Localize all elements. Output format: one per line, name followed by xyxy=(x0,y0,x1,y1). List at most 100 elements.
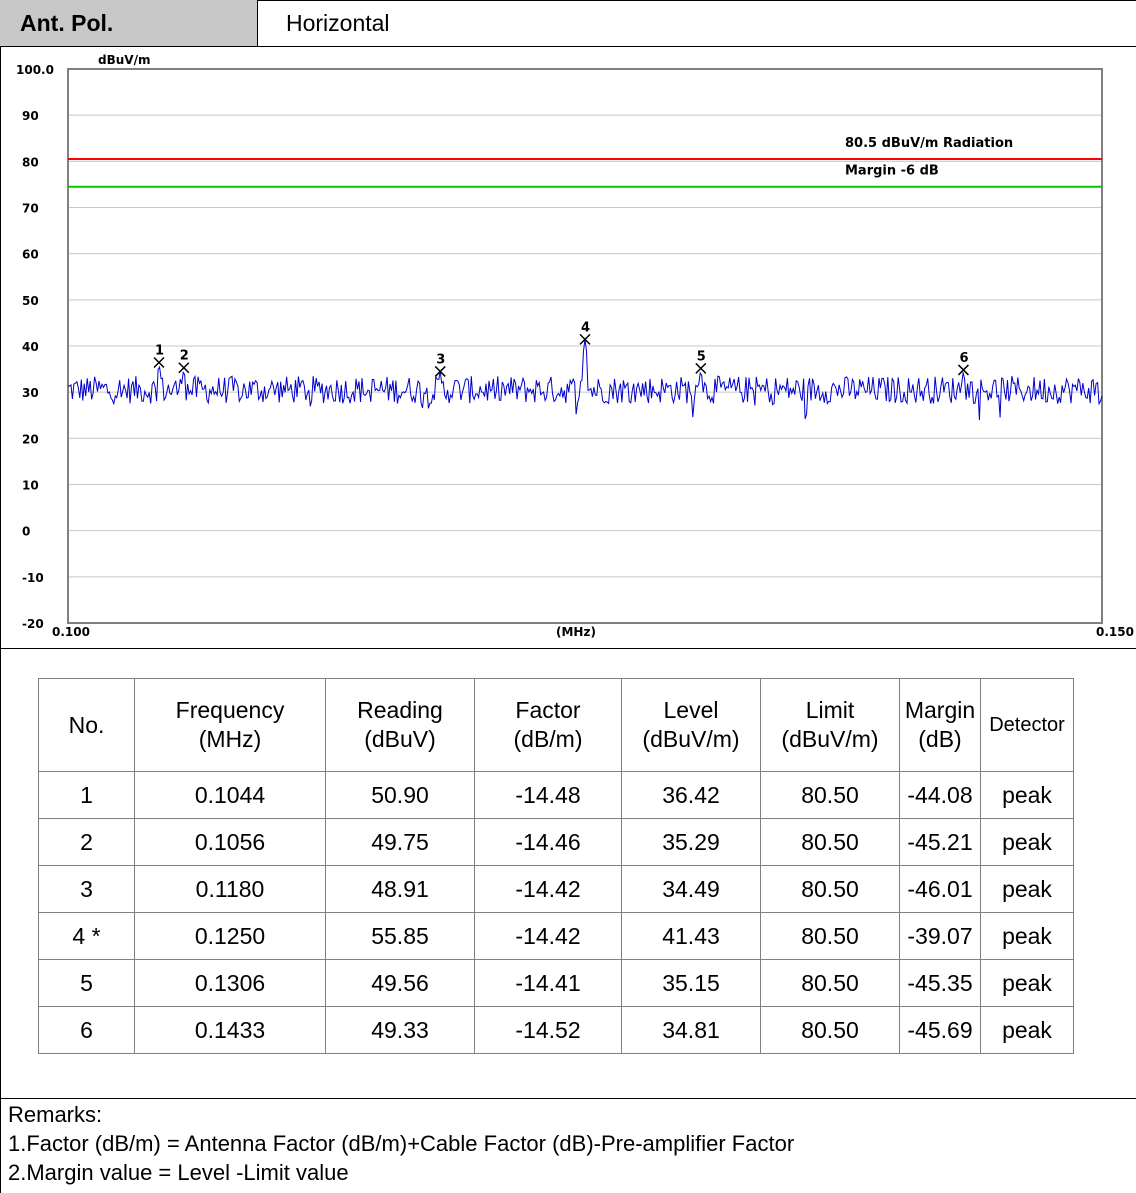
cell: 80.50 xyxy=(760,912,900,960)
col-reading: Reading (dBuV) xyxy=(325,678,475,772)
cell: peak xyxy=(980,912,1074,960)
antenna-polarization-label: Ant. Pol. xyxy=(0,0,257,46)
y-tick-label: -20 xyxy=(22,617,44,631)
cell: 0.1433 xyxy=(134,1006,326,1054)
cell: 4 * xyxy=(38,912,135,960)
peak-marker-4: 4 xyxy=(579,320,591,345)
table-row: 5 0.1306 49.56 -14.41 35.15 80.50 -45.35 peak xyxy=(38,959,1074,1007)
cell: 80.50 xyxy=(760,865,900,913)
table-row: 3 0.1180 48.91 -14.42 34.49 80.50 -46.01 peak xyxy=(38,865,1074,913)
y-tick-label: -10 xyxy=(22,571,44,585)
cell: -45.69 xyxy=(899,1006,981,1054)
table-header-row: No. Frequency (MHz) Reading (dBuV) Factor(… xyxy=(38,678,1074,772)
margin-line-label: Margin -6 dB xyxy=(845,164,939,179)
plot-area-border xyxy=(67,68,1103,624)
cell: 2 xyxy=(38,818,135,866)
cell: peak xyxy=(980,771,1074,819)
cell: 0.1180 xyxy=(134,865,326,913)
cell: -45.21 xyxy=(899,818,981,866)
y-axis-label: dBuV/m xyxy=(98,53,150,67)
y-tick-label: 30 xyxy=(22,386,39,400)
col-frequency: Frequency (MHz) xyxy=(134,678,326,772)
cell: -14.42 xyxy=(474,865,622,913)
cell: -39.07 xyxy=(899,912,981,960)
x-axis-min-label: 0.100 xyxy=(52,625,90,639)
col-margin: Margin (dB) xyxy=(899,678,981,772)
y-tick-label: 60 xyxy=(22,248,39,262)
remarks-title: Remarks: xyxy=(8,1102,103,1127)
x-axis-label: (MHz) xyxy=(556,625,596,639)
cell: 0.1306 xyxy=(134,959,326,1007)
cell: 36.42 xyxy=(621,771,761,819)
cell: -45.35 xyxy=(899,959,981,1007)
y-tick-label: 10 xyxy=(22,479,39,493)
chart-divider xyxy=(0,648,1136,649)
cell: 5 xyxy=(38,959,135,1007)
peak-marker-label: 1 xyxy=(155,344,164,359)
chart-grid xyxy=(68,114,1102,578)
peak-marker-6: 6 xyxy=(957,351,969,376)
frame-top xyxy=(0,0,1136,1)
peak-marker-5: 5 xyxy=(695,349,707,374)
cell: 34.49 xyxy=(621,865,761,913)
x-axis-max-label: 0.150 xyxy=(1096,625,1134,639)
frame-left xyxy=(0,0,1,1193)
peak-marker-label: 3 xyxy=(436,352,445,367)
cell: -14.42 xyxy=(474,912,622,960)
col-level: Level (dBuV/m) xyxy=(621,678,761,772)
peak-marker-label: 6 xyxy=(959,351,968,366)
y-axis-ticks: 100.0 90 80 70 60 50 40 30 20 10 0 -10 -20 xyxy=(16,63,54,631)
cell: 49.33 xyxy=(325,1006,475,1054)
emission-chart: 100.0 90 80 70 60 50 40 30 20 10 0 -10 -20 80.5 dBuV… xyxy=(16,53,1134,639)
cell: 0.1044 xyxy=(134,771,326,819)
peak-marker-label: 2 xyxy=(180,349,189,364)
peak-marker-label: 5 xyxy=(697,349,706,364)
cell: 1 xyxy=(38,771,135,819)
cell: -14.41 xyxy=(474,959,622,1007)
header-divider xyxy=(0,46,1136,47)
cell: 35.29 xyxy=(621,818,761,866)
col-detector: Detector xyxy=(980,678,1074,772)
cell: peak xyxy=(980,818,1074,866)
remarks: Remarks: 1.Factor (dB/m) = Antenna Facto… xyxy=(8,1100,794,1187)
cell: 3 xyxy=(38,865,135,913)
remarks-line-1: 1.Factor (dB/m) = Antenna Factor (dB/m)+… xyxy=(8,1131,795,1156)
table-row: 6 0.1433 49.33 -14.52 34.81 80.50 -45.69 peak xyxy=(38,1006,1074,1054)
measurement-trace xyxy=(67,339,1103,421)
cell: -14.48 xyxy=(474,771,622,819)
remarks-divider xyxy=(0,1098,1136,1099)
cell: 0.1056 xyxy=(134,818,326,866)
limit-line-label: 80.5 dBuV/m Radiation xyxy=(845,136,1013,151)
measurement-table: No. Frequency (MHz) Reading (dBuV) Factor(… xyxy=(38,678,1074,1054)
peak-marker-1: 1 xyxy=(153,344,165,369)
cell: 80.50 xyxy=(760,1006,900,1054)
cell: peak xyxy=(980,1006,1074,1054)
col-no: No. xyxy=(38,678,135,772)
peak-marker-label: 4 xyxy=(581,320,590,335)
table-row: 4 * 0.1250 55.85 -14.42 41.43 80.50 -39.07 peak xyxy=(38,912,1074,960)
y-tick-label: 70 xyxy=(22,202,39,216)
cell: 80.50 xyxy=(760,771,900,819)
cell: -46.01 xyxy=(899,865,981,913)
col-limit: Limit (dBuV/m) xyxy=(760,678,900,772)
peak-marker-2: 2 xyxy=(178,349,190,374)
cell: 80.50 xyxy=(760,818,900,866)
cell: 48.91 xyxy=(325,865,475,913)
cell: 49.56 xyxy=(325,959,475,1007)
cell: peak xyxy=(980,865,1074,913)
y-tick-label: 100.0 xyxy=(16,63,54,77)
peak-marker-3: 3 xyxy=(434,352,446,377)
cell: 80.50 xyxy=(760,959,900,1007)
y-tick-label: 50 xyxy=(22,294,39,308)
cell: -14.46 xyxy=(474,818,622,866)
cell: 6 xyxy=(38,1006,135,1054)
cell: 49.75 xyxy=(325,818,475,866)
cell: 0.1250 xyxy=(134,912,326,960)
antenna-polarization-value: Horizontal xyxy=(286,10,390,36)
cell: 50.90 xyxy=(325,771,475,819)
cell: 55.85 xyxy=(325,912,475,960)
y-tick-label: 20 xyxy=(22,432,39,446)
cell: 34.81 xyxy=(621,1006,761,1054)
remarks-line-2: 2.Margin value = Level -Limit value xyxy=(8,1160,349,1185)
y-tick-label: 40 xyxy=(22,340,39,354)
